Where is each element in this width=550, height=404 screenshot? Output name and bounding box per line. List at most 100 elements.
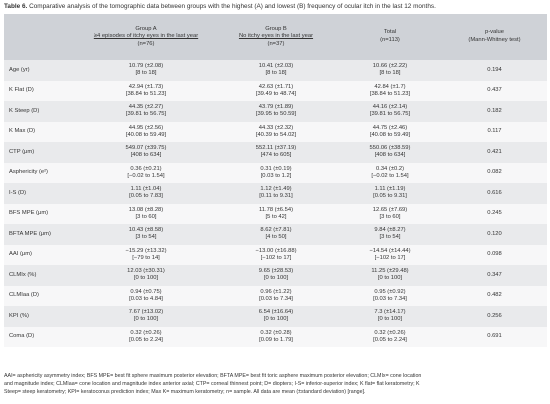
pvalue-cell-line: 0.120 (487, 230, 502, 237)
pvalue-cell: 0.347 (442, 265, 547, 286)
pvalue-cell: 0.082 (442, 163, 547, 184)
total-cell-line: [0.03 to 7.34] (373, 295, 407, 302)
table-caption: Table 6. Comparative analysis of the tom… (4, 3, 548, 11)
table-row: K Steep (D) 44.35 (±2.27) [39.81 to 56.75]… (4, 101, 547, 122)
table-row: CTP (μm) 549.07 (±39.75) [408 to 634] 552.1… (4, 142, 547, 163)
pvalue-test: (Mann-Whitney test) (468, 37, 521, 43)
header-total: Total (n=113) (338, 14, 442, 60)
total-cell-line: [39.81 to 56.75] (369, 111, 411, 118)
pvalue-cell: 0.194 (442, 60, 547, 81)
total-cell: 42.84 (±1.7) [38.84 to 51.23] (338, 81, 442, 102)
table-row: K Max (D) 44.95 (±2.56) [40.08 to 59.49] 44… (4, 121, 547, 143)
total-cell-line: 0.34 (±0.2) (376, 165, 404, 172)
pvalue-cell: 0.120 (442, 224, 547, 245)
pvalue-cell: 0.117 (442, 122, 547, 143)
pvalue-cell: 0.256 (442, 306, 547, 327)
group-a-cell-line: 1.11 (±1.04) (130, 186, 162, 193)
group-b-cell-line: 42.63 (±1.71) (258, 83, 294, 90)
group-a-cell-line: [38.84 to 51.23] (125, 90, 167, 97)
group-b-cell: 43.79 (±1.89) [39.95 to 50.59] (214, 101, 338, 122)
group-a-cell-line: 549.07 (±39.75) (125, 145, 167, 152)
row-label-line: K Flat (D) (9, 87, 34, 94)
group-b-cell: 0.31 (±0.19) [0.03 to 1.2] (214, 163, 338, 184)
group-a-cell-line: [0.05 to 7.83] (129, 193, 163, 200)
pvalue-cell-line: 0.437 (487, 87, 502, 94)
group-b-cell-line: [0.03 to 1.2] (260, 172, 292, 179)
group-b-cell-line: [0.09 to 1.79] (259, 336, 293, 343)
pvalue-cell-line: 0.691 (487, 333, 502, 340)
data-table: Group A ≥4 episodes of itchy eyes in the… (4, 14, 547, 347)
total-title: Total (383, 29, 397, 36)
group-a-cell-line: 0.32 (±0.26) (130, 329, 162, 336)
group-b-cell-line: 6.54 (±16.64) (258, 309, 294, 316)
group-b-cell-line: [8 to 18] (265, 70, 287, 77)
group-b-cell: 9.65 (±28.53) [0 to 100] (214, 265, 338, 286)
row-label-line: CTP (μm) (9, 148, 35, 155)
row-label: KPI (%) (4, 306, 78, 327)
group-a-cell-line: 0.94 (±0.75) (130, 288, 162, 295)
table-row: CLMIaa (D) 0.94 (±0.75) [0.03 to 4.84] 0.96… (4, 285, 547, 307)
total-cell: 550.06 (±38.59) [408 to 634] (338, 142, 442, 163)
total-cell: 44.75 (±2.46) [40.08 to 59.49] (338, 122, 442, 143)
pvalue-cell-line: 0.182 (487, 107, 502, 114)
group-a-cell-line: [0.03 to 4.84] (129, 295, 163, 302)
row-label: I-S (D) (4, 183, 78, 204)
row-label-line: CLMIx (%) (9, 271, 37, 278)
row-label-line: Asphericity (e²) (9, 169, 48, 176)
group-a-cell-line: 10.43 (±8.58) (128, 227, 164, 234)
pvalue-cell: 0.182 (442, 101, 547, 122)
pvalue-cell-line: 0.194 (487, 66, 502, 73)
caption-text: Comparative analysis of the tomographic … (29, 3, 436, 10)
group-b-cell-line: [0 to 100] (263, 275, 289, 282)
group-b-cell-line: [39.95 to 50.59] (255, 111, 297, 118)
group-b-cell: 42.63 (±1.71) [39.49 to 48.74] (214, 81, 338, 102)
table-row: AAI (μm) −15.29 (±13.32) [−79 to 14] −13.00… (4, 244, 547, 266)
total-cell-line: [−0.02 to 1.54] (371, 172, 409, 179)
group-a-cell-line: [−0.02 to 1.54] (127, 172, 165, 179)
total-cell: 11.25 (±29.48) [0 to 100] (338, 265, 442, 286)
row-label-line: K Max (D) (9, 128, 36, 135)
group-b-cell-line: [5 to 42] (265, 213, 287, 220)
group-b-cell: 10.41 (±2.03) [8 to 18] (214, 60, 338, 81)
footnote-line: and magnitude index; CLMIaa= cone locati… (4, 381, 420, 387)
row-label-line: CLMIaa (D) (9, 292, 39, 299)
group-a-cell: 0.32 (±0.26) [0.05 to 2.24] (78, 327, 214, 348)
group-a-cell-line: 0.36 (±0.21) (130, 165, 162, 172)
group-b-cell-line: 44.33 (±2.32) (258, 124, 294, 131)
group-a-cell: 0.94 (±0.75) [0.03 to 4.84] (78, 286, 214, 307)
group-b-cell-line: [0.11 to 9.31] (259, 193, 293, 200)
total-cell-line: [0.05 to 9.31] (373, 193, 407, 200)
group-a-cell: 1.11 (±1.04) [0.05 to 7.83] (78, 183, 214, 204)
pvalue-cell-line: 0.616 (487, 189, 502, 196)
group-a-cell-line: [0 to 100] (133, 316, 159, 323)
group-a-cell-line: [408 to 634] (130, 152, 162, 159)
footnote-line: Steep= steep keratometry; KPI= keratocon… (4, 389, 366, 395)
group-b-cell-line: 1.12 (±1.49) (260, 186, 292, 193)
group-a-n: (n=76) (137, 40, 155, 47)
row-label-line: Coma (D) (9, 333, 35, 340)
total-cell-line: 12.65 (±7.69) (372, 206, 408, 213)
header-group-b: Group B No itchy eyes in the last year (… (214, 14, 338, 60)
header-blank (4, 14, 78, 60)
group-a-cell-line: 13.08 (±8.28) (128, 206, 164, 213)
row-label: Age (yr) (4, 60, 78, 81)
total-cell-line: −14.54 (±14.44) (369, 247, 411, 254)
header-pvalue: p-value (Mann-Whitney test) (442, 14, 547, 60)
group-b-title: Group B (265, 25, 287, 32)
table-row: Asphericity (e²) 0.36 (±0.21) [−0.02 to 1.… (4, 162, 547, 184)
total-cell-line: [0.05 to 2.24] (373, 336, 407, 343)
table-row: Age (yr) 10.79 (±2.08) [8 to 18] 10.41 (±2.… (4, 60, 547, 81)
total-cell-line: [40.08 to 59.49] (369, 131, 411, 138)
pvalue-cell-line: 0.098 (487, 251, 502, 258)
total-cell: 12.65 (±7.69) [3 to 60] (338, 204, 442, 225)
total-cell: 10.66 (±2.22) [8 to 18] (338, 60, 442, 81)
group-a-cell-line: 12.03 (±30.31) (127, 268, 165, 275)
total-cell-line: 10.66 (±2.22) (372, 63, 408, 70)
group-b-cell-line: [4 to 50] (265, 234, 287, 241)
table-row: Coma (D) 0.32 (±0.26) [0.05 to 2.24] 0.32 (… (4, 326, 547, 348)
group-b-cell: −13.00 (±16.88) [−102 to 17] (214, 245, 338, 266)
pvalue-cell: 0.691 (442, 327, 547, 348)
group-b-cell-line: [−102 to 17] (260, 254, 292, 261)
table-footnote: AAI= asphericity asymmetry index; BFS MP… (4, 372, 547, 396)
